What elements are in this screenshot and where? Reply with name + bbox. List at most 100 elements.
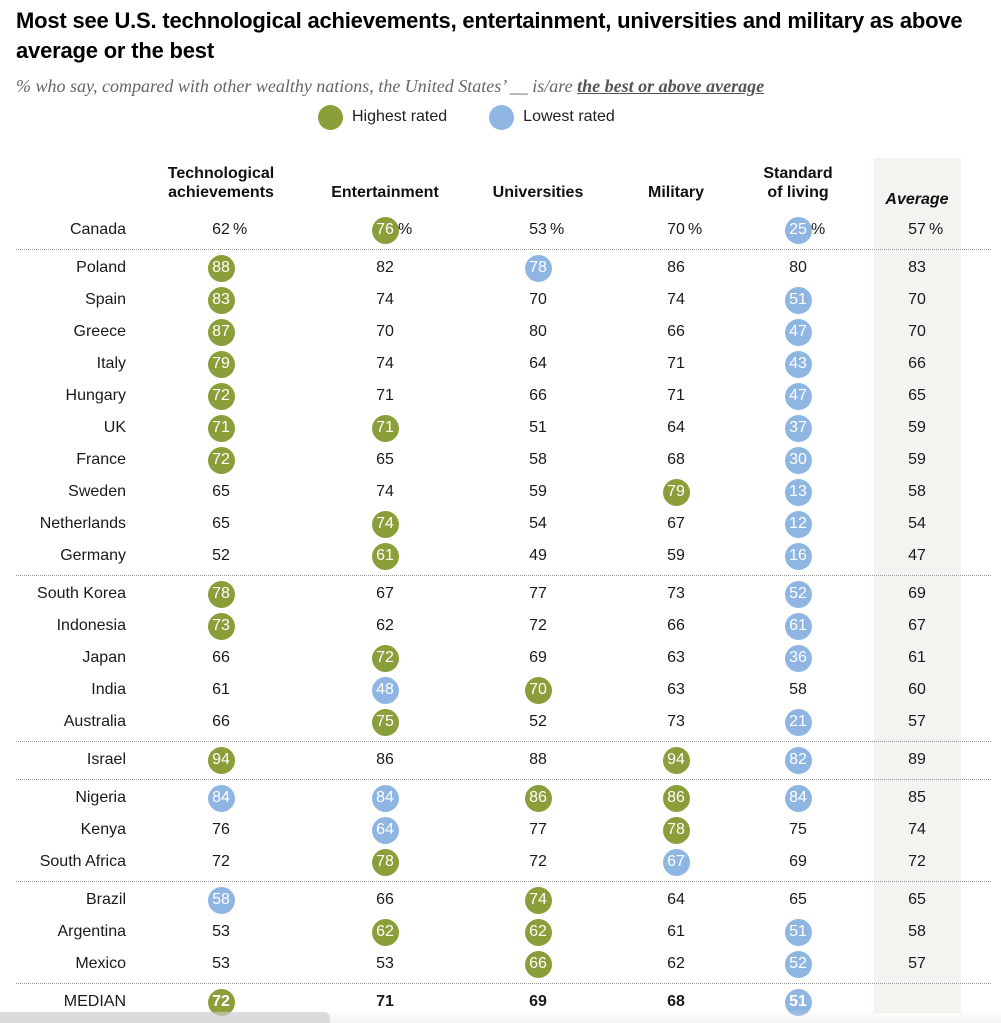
value-cell: 72	[181, 444, 261, 476]
group-separator	[16, 249, 991, 250]
value-cell: 74	[636, 284, 716, 316]
value-cell: 49	[498, 540, 578, 572]
value-cell: 74	[345, 508, 425, 540]
value-cell: 72	[877, 846, 957, 878]
value-cell: 51	[498, 412, 578, 444]
value-cell: 80	[758, 252, 838, 284]
value-cell: 73	[636, 706, 716, 738]
value-text: 71	[376, 993, 394, 1010]
column-header-line: Average	[885, 191, 949, 208]
value-cell: 58	[498, 444, 578, 476]
value-cell: 70%	[636, 214, 716, 246]
value-cell: 87	[181, 316, 261, 348]
value-text: 72	[529, 853, 547, 870]
value-text: 71	[667, 387, 685, 404]
column-header-average: Average	[847, 190, 987, 209]
country-label: Sweden	[68, 483, 126, 500]
value-text: 53	[376, 955, 394, 972]
column-header-technological-achievements: Technological achievements	[151, 164, 291, 202]
lowest-rated-marker: 67	[662, 848, 690, 876]
value-cell: 52	[758, 948, 838, 980]
value-cell: 54	[498, 508, 578, 540]
value-cell: 66	[345, 884, 425, 916]
value-cell: 86	[636, 782, 716, 814]
value-cell: 30	[758, 444, 838, 476]
lowest-rated-marker: 36	[784, 644, 812, 672]
value-cell: 65	[877, 884, 957, 916]
value-cell: 59	[498, 476, 578, 508]
value-cell: 62%	[181, 214, 261, 246]
value-text: 75	[789, 821, 807, 838]
table-row: Australia 66 75 52 73 21 57	[0, 706, 1001, 738]
value-text: 58	[908, 923, 926, 940]
value-cell: 43	[758, 348, 838, 380]
value-text: 59	[908, 451, 926, 468]
value-cell: 21	[758, 706, 838, 738]
legend-dot-lowest-icon	[489, 104, 515, 130]
value-cell: 47	[877, 540, 957, 572]
value-cell: 88	[181, 252, 261, 284]
country-label: Canada	[69, 221, 126, 238]
value-cell: 52	[181, 540, 261, 572]
value-text: 69	[908, 585, 926, 602]
table-row: Poland 88 82 78 86 80 83	[0, 252, 1001, 284]
value-text: 85	[908, 789, 926, 806]
country-label: France	[76, 451, 126, 468]
value-cell: 74	[877, 814, 957, 846]
value-text: 53	[529, 221, 547, 238]
value-cell: 69	[877, 578, 957, 610]
value-text: 58	[908, 483, 926, 500]
value-cell: 82	[345, 252, 425, 284]
average-column-band	[874, 158, 961, 1013]
value-cell: 78	[498, 252, 578, 284]
value-cell: 67	[636, 508, 716, 540]
lowest-rated-marker: 52	[784, 950, 812, 978]
value-text: 65	[376, 451, 394, 468]
value-text: 65	[908, 387, 926, 404]
value-cell: 36	[758, 642, 838, 674]
value-text: 69	[789, 853, 807, 870]
percent-sign: %	[233, 221, 248, 238]
group-separator	[16, 741, 991, 742]
value-cell: 72	[181, 846, 261, 878]
value-text: 76	[212, 821, 230, 838]
legend-label-highest: Highest rated	[352, 108, 448, 125]
value-text: 65	[789, 891, 807, 908]
value-cell: 64	[636, 412, 716, 444]
value-cell: 67	[345, 578, 425, 610]
highest-rated-marker: 86	[662, 784, 690, 812]
value-text: 66	[212, 649, 230, 666]
group-separator	[16, 779, 991, 780]
value-cell: 75	[345, 706, 425, 738]
highest-rated-marker: 71	[207, 414, 235, 442]
country-label: Nigeria	[75, 789, 126, 806]
value-text: 83	[908, 259, 926, 276]
value-cell: 66	[877, 348, 957, 380]
table-row: Greece 87 70 80 66 47 70	[0, 316, 1001, 348]
lowest-rated-marker: 12	[784, 510, 812, 538]
value-cell: 62	[636, 948, 716, 980]
value-cell: 89	[877, 744, 957, 776]
value-text: 71	[376, 387, 394, 404]
highest-rated-marker: 79	[662, 478, 690, 506]
lowest-rated-marker: 37	[784, 414, 812, 442]
value-cell: 61	[758, 610, 838, 642]
value-cell: 57	[877, 706, 957, 738]
lowest-rated-marker: 43	[784, 350, 812, 378]
value-text: 47	[908, 547, 926, 564]
highest-rated-marker: 72	[371, 644, 399, 672]
horizontal-scrollbar[interactable]	[0, 1012, 330, 1023]
value-cell: 57%	[877, 214, 957, 246]
value-text: 80	[529, 323, 547, 340]
value-cell: 69	[498, 642, 578, 674]
value-text: 61	[667, 923, 685, 940]
country-label: Japan	[82, 649, 126, 666]
value-cell: 78	[181, 578, 261, 610]
value-text: 67	[376, 585, 394, 602]
column-header-entertainment: Entertainment	[315, 183, 455, 202]
value-cell: 66	[636, 610, 716, 642]
value-cell: 74	[345, 284, 425, 316]
country-label: South Africa	[39, 853, 126, 870]
value-text: 65	[212, 515, 230, 532]
value-cell: 65	[758, 884, 838, 916]
